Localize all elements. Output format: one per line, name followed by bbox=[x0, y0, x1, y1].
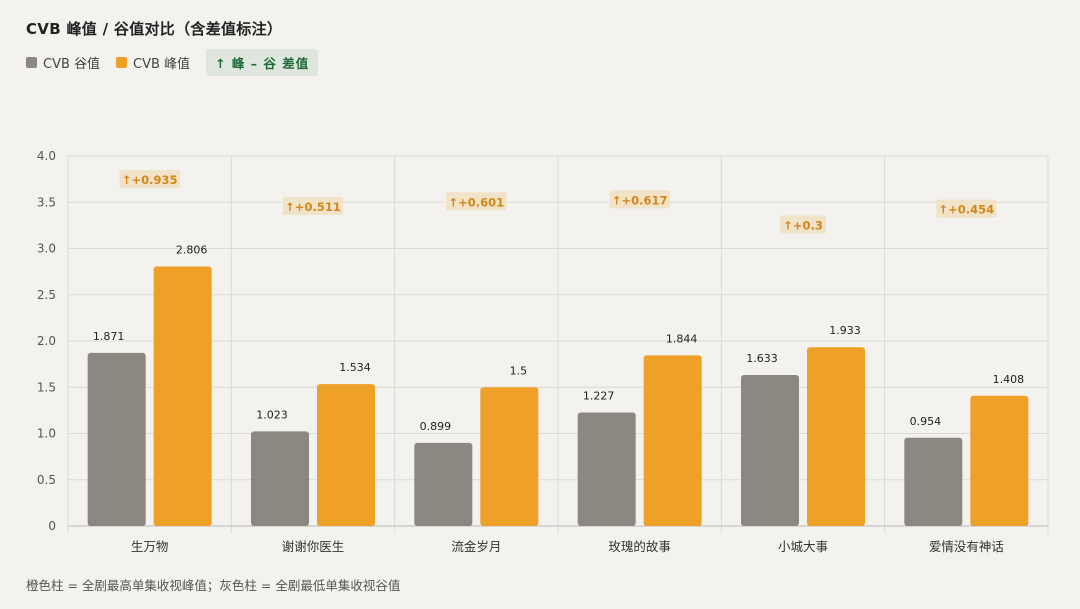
diff-badge-label: ↑+0.511 bbox=[285, 200, 341, 214]
diff-badge bbox=[609, 190, 670, 209]
y-tick-label: 3.5 bbox=[37, 195, 56, 209]
bar-high-value-label: 1.844 bbox=[666, 332, 698, 345]
bar-low bbox=[87, 352, 146, 526]
bar-low-value-label: 0.954 bbox=[910, 415, 942, 428]
bar-low bbox=[577, 412, 636, 526]
legend-label-low: CVB 谷值 bbox=[43, 56, 101, 72]
bar-low bbox=[741, 374, 799, 526]
bar-low-value-label: 0.899 bbox=[420, 420, 452, 433]
diff-badge-label: ↑+0.935 bbox=[122, 173, 178, 187]
bar-high bbox=[153, 266, 212, 526]
legend-label-diff: ↑ 峰 – 谷 差值 bbox=[206, 48, 319, 76]
diff-badge-label: ↑+0.601 bbox=[449, 195, 505, 209]
x-tick-label: 谢谢你医生 bbox=[282, 539, 345, 554]
diff-badge-label: ↑+0.454 bbox=[939, 203, 995, 217]
diff-badge bbox=[446, 192, 507, 211]
legend-item-high[interactable]: CVB 峰值 bbox=[116, 53, 190, 72]
bar-high bbox=[643, 355, 702, 526]
bar-high-value-label: 1.534 bbox=[339, 361, 371, 374]
bar-high-value-label: 2.806 bbox=[176, 243, 208, 256]
y-tick-label: 3.0 bbox=[37, 242, 56, 256]
bar-low bbox=[251, 431, 309, 526]
y-tick-label: 4.0 bbox=[37, 149, 56, 163]
y-tick-label: 1.0 bbox=[37, 427, 56, 441]
chart-title: CVB 峰值 / 谷值对比（含差值标注） bbox=[26, 20, 283, 38]
legend-label-high: CVB 峰值 bbox=[133, 56, 191, 72]
legend-item-diff[interactable]: ↑ 峰 – 谷 差值 bbox=[206, 48, 319, 76]
bar-high-value-label: 1.408 bbox=[993, 373, 1025, 386]
diff-badge-label: ↑+0.617 bbox=[612, 193, 668, 207]
bar-low-value-label: 1.871 bbox=[93, 330, 125, 343]
x-tick-label: 流金岁月 bbox=[451, 539, 501, 554]
legend-swatch-low bbox=[26, 56, 37, 68]
bar-high bbox=[317, 384, 375, 526]
bar-high bbox=[480, 387, 539, 526]
bar-high-value-label: 1.933 bbox=[829, 324, 861, 337]
legend-item-low[interactable]: CVB 谷值 bbox=[26, 53, 100, 72]
diff-badge bbox=[936, 199, 997, 218]
diff-badge bbox=[282, 196, 344, 215]
x-tick-label: 爱情没有神话 bbox=[929, 539, 1004, 554]
legend: CVB 谷值 CVB 峰值 ↑ 峰 – 谷 差值 bbox=[26, 48, 334, 76]
x-tick-label: 生万物 bbox=[131, 539, 169, 554]
x-tick-label: 小城大事 bbox=[778, 539, 828, 554]
bar-low bbox=[904, 437, 963, 526]
bar-low-value-label: 1.633 bbox=[746, 352, 778, 365]
bar-high bbox=[970, 395, 1029, 526]
y-tick-label: 0.5 bbox=[37, 473, 56, 487]
x-tick-label: 玫瑰的故事 bbox=[608, 539, 671, 554]
y-tick-label: 2.5 bbox=[37, 288, 56, 302]
y-tick-label: 0 bbox=[48, 519, 56, 533]
bar-high-value-label: 1.5 bbox=[510, 364, 528, 377]
bar-low-value-label: 1.227 bbox=[583, 390, 615, 403]
diff-badge bbox=[119, 170, 180, 189]
legend-swatch-high bbox=[116, 56, 128, 68]
bar-high bbox=[807, 347, 865, 526]
footnote: 橙色柱 = 全剧最高单集收视峰值；灰色柱 = 全剧最低单集收视谷值 bbox=[26, 578, 401, 593]
bar-low bbox=[414, 442, 473, 526]
diff-badge-label: ↑+0.3 bbox=[783, 218, 823, 232]
diff-badge bbox=[780, 215, 826, 234]
bar-low-value-label: 1.023 bbox=[256, 408, 288, 421]
y-tick-label: 2.0 bbox=[37, 334, 56, 348]
y-tick-label: 1.5 bbox=[37, 380, 56, 394]
